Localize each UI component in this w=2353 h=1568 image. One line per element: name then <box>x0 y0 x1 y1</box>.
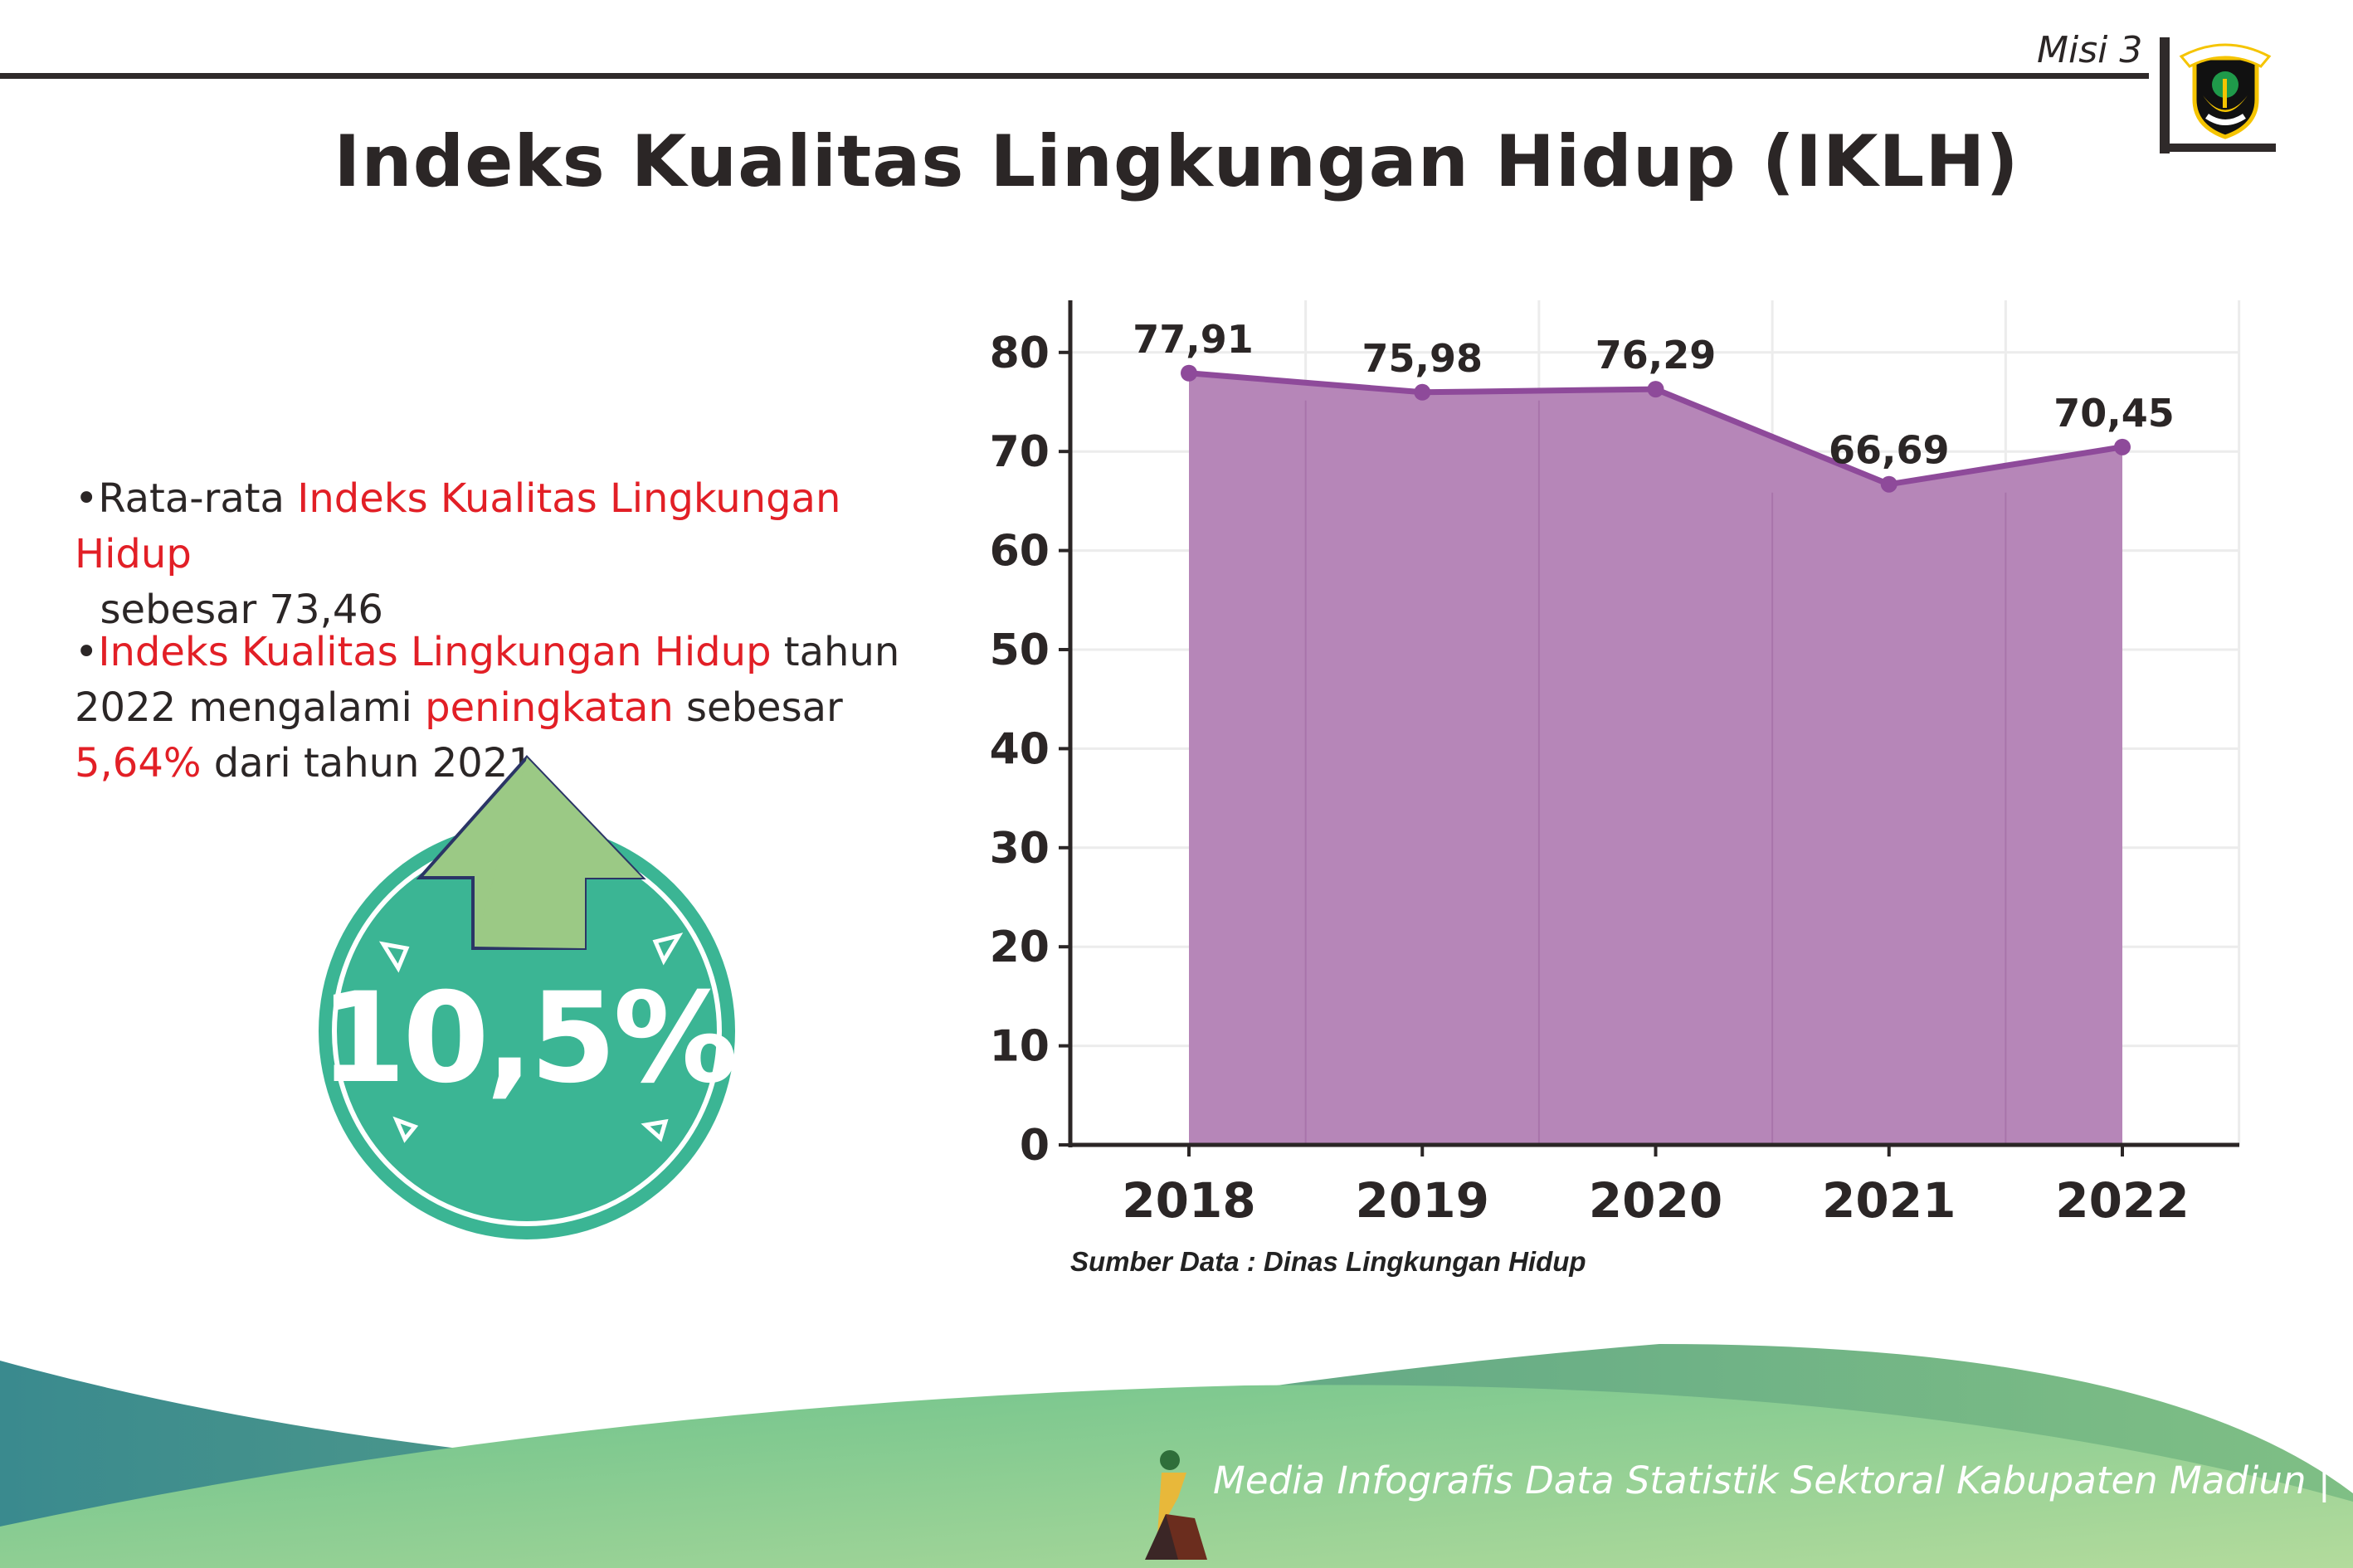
kabupaten-madiun-logo <box>2179 43 2272 139</box>
page-title: Indeks Kualitas Lingkungan Hidup (IKLH) <box>334 120 2019 203</box>
increase-badge <box>319 755 735 1239</box>
x-tick-label: 2021 <box>1822 1172 1956 1229</box>
data-point <box>2114 438 2131 455</box>
badge-circle <box>319 823 735 1239</box>
data-point <box>1181 364 1197 382</box>
text: sebesar 73,46 <box>87 587 383 633</box>
highlight-text: Indeks Kualitas Lingkungan Hidup <box>75 475 841 577</box>
statistik-mascot-icon <box>1145 1450 1207 1560</box>
y-tick-label: 40 <box>990 724 1050 774</box>
header-bracket-bottom <box>2160 144 2276 152</box>
y-tick-label: 80 <box>990 329 1050 378</box>
y-tick-label: 30 <box>990 824 1050 874</box>
highlight-text: peningkatan <box>425 684 674 731</box>
bullet-average: •Rata-rata Indeks Kualitas Lingkungan Hi… <box>75 475 841 633</box>
text: sebesar <box>673 684 843 731</box>
axes <box>1059 300 2239 1157</box>
x-tick-label: 2020 <box>1589 1172 1722 1229</box>
x-tick-label: 2019 <box>1356 1172 1489 1229</box>
highlight-text: 5,64% <box>75 740 202 786</box>
data-point <box>1880 475 1898 493</box>
y-tick-label: 20 <box>990 923 1050 972</box>
footer-text: Media Infografis Data Statistik Sektoral… <box>1213 1458 2331 1502</box>
sparkle-icons <box>378 933 684 1143</box>
x-tick-label: 2022 <box>2055 1172 2189 1229</box>
data-label: 66,69 <box>1829 428 1950 473</box>
area <box>1181 364 2131 1145</box>
y-tick-label: 0 <box>1020 1121 1050 1171</box>
header-divider <box>0 73 2149 79</box>
data-label: 75,98 <box>1362 336 1483 381</box>
iklh-chart: 77,91 75,98 76,29 66,69 70,45 0 10 20 30 40 50 60 70… <box>990 300 2241 1229</box>
data-point <box>1647 381 1664 398</box>
area-fill <box>1189 373 2122 1145</box>
labels: 77,91 75,98 76,29 66,69 70,45 0 10 20 30 40 50 60 70… <box>990 317 2190 1229</box>
data-label: 76,29 <box>1595 333 1717 377</box>
y-tick-label: 60 <box>990 527 1050 577</box>
header-bracket <box>2160 37 2170 153</box>
y-tick-label: 70 <box>990 427 1050 477</box>
x-tick-label: 2018 <box>1122 1172 1255 1229</box>
bullet-increase: •Indeks Kualitas Lingkungan Hidup tahun … <box>75 629 900 786</box>
y-tick-label: 10 <box>990 1022 1050 1072</box>
text: tahun 2022 mengalami <box>75 629 900 731</box>
data-label: 70,45 <box>2053 391 2175 436</box>
text: Rata-rata <box>98 475 298 522</box>
y-tick-label: 50 <box>990 626 1050 675</box>
badge-value: 10,5% <box>319 967 738 1111</box>
data-label: 77,91 <box>1133 317 1254 362</box>
footer-wave <box>0 1344 2353 1568</box>
data-source: Sumber Data : Dinas Lingkungan Hidup <box>1070 1246 1586 1277</box>
text: dari tahun 2021 <box>201 740 533 786</box>
misi-label: Misi 3 <box>2037 29 2143 71</box>
data-point <box>1414 383 1431 401</box>
highlight-text: Indeks Kualitas Lingkungan Hidup <box>98 629 772 675</box>
